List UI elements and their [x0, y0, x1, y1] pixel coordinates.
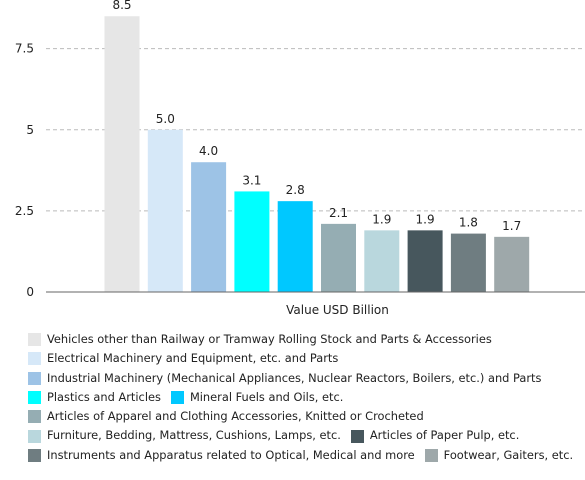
- legend-item: Vehicles other than Railway or Tramway R…: [28, 330, 492, 349]
- bar-value-label: 2.1: [329, 206, 348, 220]
- bar-value-label: 1.9: [416, 212, 435, 226]
- bar-value-label: 2.8: [286, 183, 305, 197]
- bar-chart: 02.557.5 8.55.04.03.12.82.1 1.9 1.9 1.8 1.7 …: [15, 0, 585, 317]
- legend-label: Instruments and Apparatus related to Opt…: [47, 447, 415, 462]
- bar-value-label: 1.8: [459, 216, 478, 230]
- bar-value-label: 8.5: [112, 0, 131, 12]
- bar-value-label: 1.9: [372, 212, 391, 226]
- bars: [104, 16, 530, 292]
- legend-row: Plastics and Articles Mineral Fuels and O…: [28, 388, 583, 407]
- y-tick-label: 7.5: [15, 42, 34, 56]
- bar: [277, 201, 313, 292]
- legend-row: Furniture, Bedding, Mattress, Cushions, …: [28, 426, 583, 445]
- legend-label: Articles of Apparel and Clothing Accesso…: [47, 409, 424, 424]
- legend-item: Articles of Paper Pulp, etc.: [350, 426, 520, 445]
- y-tick-label: 5: [26, 123, 34, 137]
- legend-item: Industrial Machinery (Mechanical Applian…: [28, 369, 541, 388]
- legend-swatch: [28, 448, 41, 462]
- grid-lines: [46, 48, 585, 212]
- legend-swatch: [424, 448, 438, 462]
- legend-swatch: [350, 429, 364, 443]
- legend-row: Vehicles other than Railway or Tramway R…: [28, 330, 583, 349]
- legend-item: Mineral Fuels and Oils, etc.: [170, 388, 344, 407]
- bar-value-label: 4.0: [199, 144, 218, 158]
- legend-item: Furniture, Bedding, Mattress, Cushions, …: [28, 426, 341, 445]
- legend-label: Vehicles other than Railway or Tramway R…: [47, 332, 492, 346]
- legend-swatch: [28, 410, 41, 424]
- bar: [104, 16, 140, 292]
- bar: [191, 162, 227, 292]
- legend-label: Articles of Paper Pulp, etc.: [369, 428, 520, 443]
- legend-swatch: [28, 391, 41, 405]
- y-axis-ticks: 0 2.5 5 7.5: [15, 42, 34, 299]
- legend-label: Furniture, Bedding, Mattress, Cushions, …: [47, 428, 341, 443]
- bar-value-label: 1.7: [502, 219, 521, 233]
- legend-row: Electrical Machinery and Equipment, etc.…: [28, 349, 583, 368]
- legend-item: Instruments and Apparatus related to Opt…: [28, 446, 415, 465]
- y-tick-label: 2.5: [15, 204, 34, 218]
- legend-item: Plastics and Articles: [28, 388, 161, 407]
- legend-row: Articles of Apparel and Clothing Accesso…: [28, 407, 583, 426]
- bar: [407, 230, 443, 292]
- legend: Vehicles other than Railway or Tramway R…: [28, 330, 583, 465]
- legend-label: Plastics and Articles: [47, 389, 161, 404]
- legend-item: Electrical Machinery and Equipment, etc.…: [28, 349, 338, 368]
- legend-item: Footwear, Gaiters, etc.: [424, 446, 574, 465]
- y-tick-label: 0: [26, 285, 34, 299]
- legend-swatch: [28, 333, 41, 347]
- legend-swatch: [170, 391, 184, 405]
- legend-label: Electrical Machinery and Equipment, etc.…: [47, 351, 339, 366]
- bar: [321, 223, 356, 292]
- legend-item: Articles of Apparel and Clothing Accesso…: [28, 407, 424, 426]
- legend-row: Industrial Machinery (Mechanical Applian…: [28, 369, 583, 388]
- x-axis-title: Value USD Billion: [286, 303, 389, 317]
- bar: [450, 233, 486, 292]
- legend-label: Footwear, Gaiters, etc.: [443, 447, 574, 462]
- legend-swatch: [28, 371, 41, 385]
- bar: [494, 236, 530, 292]
- bar: [364, 230, 400, 292]
- legend-swatch: [28, 352, 41, 366]
- bar-value-label: 3.1: [242, 173, 261, 187]
- bar-value-label: 5.0: [156, 112, 175, 126]
- data-labels: 8.5 5.0 4.0 3.1 2.8 2.1 1.9 1.9 1.8 1.7: [112, 0, 521, 233]
- legend-row: Instruments and Apparatus related to Opt…: [28, 446, 583, 465]
- legend-swatch: [28, 429, 41, 443]
- bar: [234, 191, 270, 292]
- legend-label: Mineral Fuels and Oils, etc.: [189, 389, 344, 404]
- legend-label: Industrial Machinery (Mechanical Applian…: [47, 370, 542, 385]
- bar: [147, 129, 183, 292]
